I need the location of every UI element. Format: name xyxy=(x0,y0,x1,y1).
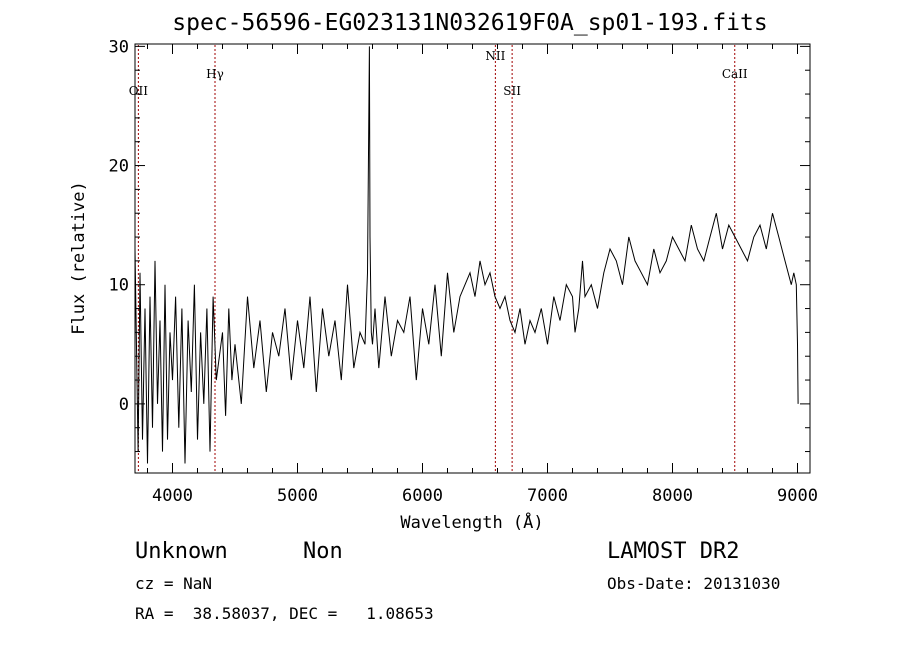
line-marker-label: SII xyxy=(503,84,521,98)
coordinates-label: RA = 38.58037, DEC = 1.08653 xyxy=(135,604,434,623)
line-marker-label: CaII xyxy=(722,67,748,81)
line-marker-label: OII xyxy=(129,84,149,98)
redshift-label: cz = NaN xyxy=(135,574,213,593)
line-marker-label: NII xyxy=(485,49,505,63)
spectrum-plot: OII Hγ NII SII CaII 4000 5000 6000 7000 8000 9000… xyxy=(69,37,818,533)
x-tick-label: 5000 xyxy=(277,486,318,506)
y-tick-label: 0 xyxy=(119,395,129,415)
y-tick-label: 30 xyxy=(109,37,129,57)
x-tick-label: 6000 xyxy=(402,486,443,506)
y-axis-label: Flux (relative) xyxy=(69,181,89,335)
survey-label: LAMOST DR2 xyxy=(607,539,740,564)
class-label: Unknown xyxy=(135,539,228,564)
line-marker-label: Hγ xyxy=(206,67,224,81)
x-axis-label: Wavelength (Å) xyxy=(400,511,543,533)
chart-title: spec-56596-EG023131N032619F0A_sp01-193.f… xyxy=(172,10,768,36)
subclass-label: Non xyxy=(303,539,343,564)
x-tick-label: 4000 xyxy=(152,486,193,506)
spectrum-line xyxy=(134,46,799,464)
x-tick-label: 7000 xyxy=(527,486,568,506)
x-tick-label: 8000 xyxy=(652,486,693,506)
y-tick-label: 10 xyxy=(109,276,129,296)
obs-date-label: Obs-Date: 20131030 xyxy=(607,574,781,593)
y-tick-label: 20 xyxy=(109,157,129,177)
x-tick-label: 9000 xyxy=(777,486,818,506)
plot-frame xyxy=(134,43,811,474)
